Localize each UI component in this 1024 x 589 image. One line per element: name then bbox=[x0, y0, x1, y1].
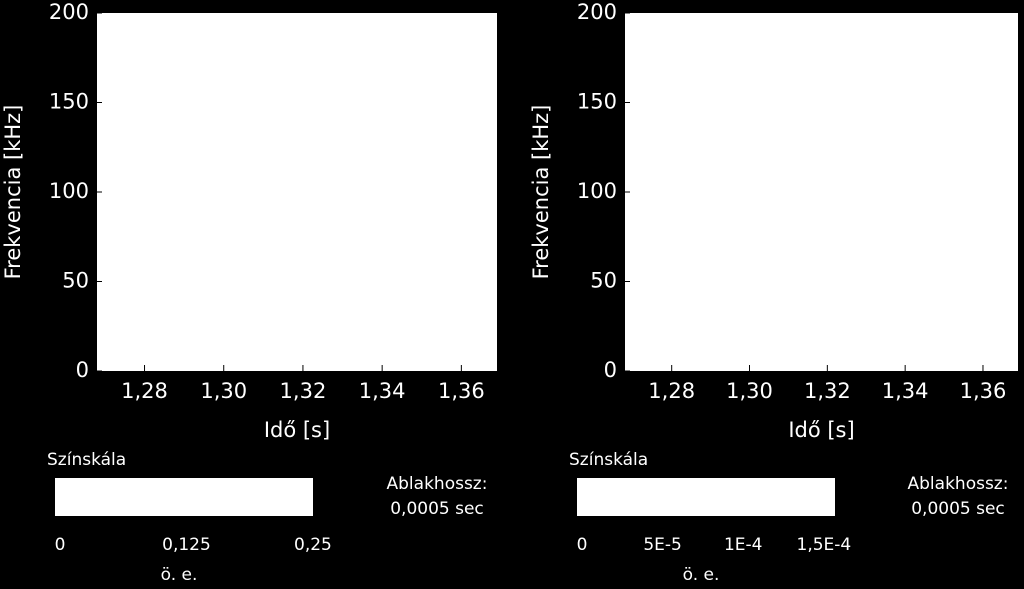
y-tick-label: 50 bbox=[590, 269, 617, 293]
y-tick-label: 200 bbox=[49, 0, 89, 24]
colorbar-tick-label: 0,25 bbox=[294, 535, 332, 555]
colorbar-tick-label: 5E-5 bbox=[643, 535, 682, 555]
y-tick-label: 50 bbox=[62, 269, 89, 293]
y-tick-label: 0 bbox=[76, 358, 89, 382]
colorbar bbox=[577, 478, 835, 516]
y-tick-label: 150 bbox=[577, 90, 617, 114]
y-tick-label: 100 bbox=[49, 179, 89, 203]
annotation: 0,0005 sec bbox=[911, 499, 1005, 519]
y-tick-label: 200 bbox=[577, 0, 617, 24]
plot-area bbox=[97, 13, 497, 371]
plot-area bbox=[625, 13, 1018, 371]
annotation: Ablakhossz: bbox=[387, 474, 488, 494]
colorbar-unit: ö. e. bbox=[161, 565, 198, 585]
annotation: Ablakhossz: bbox=[908, 474, 1009, 494]
annotation: 0,0005 sec bbox=[390, 499, 484, 519]
y-tick-label: 100 bbox=[577, 179, 617, 203]
y-axis-label: Frekvencia [kHz] bbox=[1, 105, 25, 280]
colorbar-tick-label: 1E-4 bbox=[724, 535, 763, 555]
colorbar-tick-label: 1,5E-4 bbox=[797, 535, 852, 555]
x-tick-label: 1,34 bbox=[882, 379, 929, 403]
x-tick-label: 1,30 bbox=[726, 379, 773, 403]
x-tick-label: 1,32 bbox=[804, 379, 851, 403]
x-tick-label: 1,34 bbox=[359, 379, 406, 403]
y-tick-label: 0 bbox=[604, 358, 617, 382]
x-tick-label: 1,30 bbox=[200, 379, 247, 403]
x-tick-label: 1,36 bbox=[438, 379, 485, 403]
x-tick-label: 1,32 bbox=[280, 379, 327, 403]
x-axis-label: Idő [s] bbox=[264, 418, 330, 442]
y-tick-label: 150 bbox=[49, 90, 89, 114]
x-axis-label: Idő [s] bbox=[788, 418, 854, 442]
colorbar-unit: ö. e. bbox=[683, 565, 720, 585]
x-tick-label: 1,28 bbox=[121, 379, 168, 403]
colorbar bbox=[55, 478, 313, 516]
x-tick-label: 1,28 bbox=[648, 379, 695, 403]
colorbar-label: Színskála bbox=[569, 450, 648, 470]
colorbar-tick-label: 0,125 bbox=[162, 535, 211, 555]
x-tick-label: 1,36 bbox=[960, 379, 1007, 403]
y-axis-label: Frekvencia [kHz] bbox=[529, 105, 553, 280]
colorbar-tick-label: 0 bbox=[55, 535, 66, 555]
colorbar-tick-label: 0 bbox=[577, 535, 588, 555]
colorbar-label: Színskála bbox=[47, 450, 126, 470]
